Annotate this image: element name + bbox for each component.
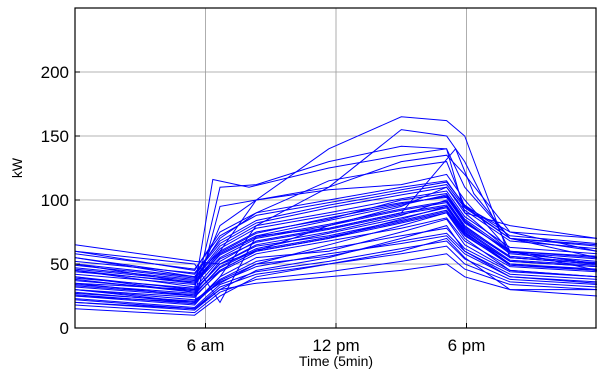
y-tick-label: 50 [50,255,69,274]
series-line-36 [74,190,597,279]
x-tick-1: 12 pm [312,323,360,355]
y-tick-1: 50 [50,255,80,274]
x-tick-label: 6 am [187,336,225,355]
series-line-37 [74,232,597,305]
series-line-9 [74,225,597,310]
series-line-33 [74,181,597,270]
x-tick-label: 12 pm [312,336,359,355]
series-line-16 [74,202,597,284]
x-tick-label: 6 pm [448,336,486,355]
y-tick-label: 0 [60,319,69,338]
x-tick-2: 6 pm [448,323,486,355]
series-line-34 [74,245,597,310]
series-line-18 [74,180,597,271]
series-line-28 [74,209,597,292]
series-line-35 [74,205,597,289]
y-tick-4: 200 [41,63,80,82]
y-axis-ticks: 0 50 100 150 200 [41,63,80,338]
series-line-23 [74,253,597,314]
x-axis-label: Time (5min) [299,353,373,369]
y-tick-3: 150 [41,127,80,146]
x-axis-ticks: 6 am 12 pm 6 pm [187,323,486,355]
y-tick-label: 200 [41,63,69,82]
y-tick-0: 0 [60,319,80,338]
y-tick-2: 100 [41,191,80,210]
y-tick-label: 100 [41,191,69,210]
series-line-12 [74,237,597,316]
series-line-29 [74,184,597,274]
y-axis-label: kW [9,157,25,178]
series-line-32 [74,217,597,297]
series-line-24 [74,186,597,275]
series-line-31 [74,200,597,283]
series-line-30 [74,227,597,302]
series-lines [74,116,597,316]
y-tick-label: 150 [41,127,69,146]
series-line-1 [74,148,597,291]
series-line-38 [74,210,597,294]
x-tick-0: 6 am [187,323,225,355]
series-line-27 [74,240,597,309]
series-line-17 [74,263,597,311]
series-line-39 [74,195,597,282]
